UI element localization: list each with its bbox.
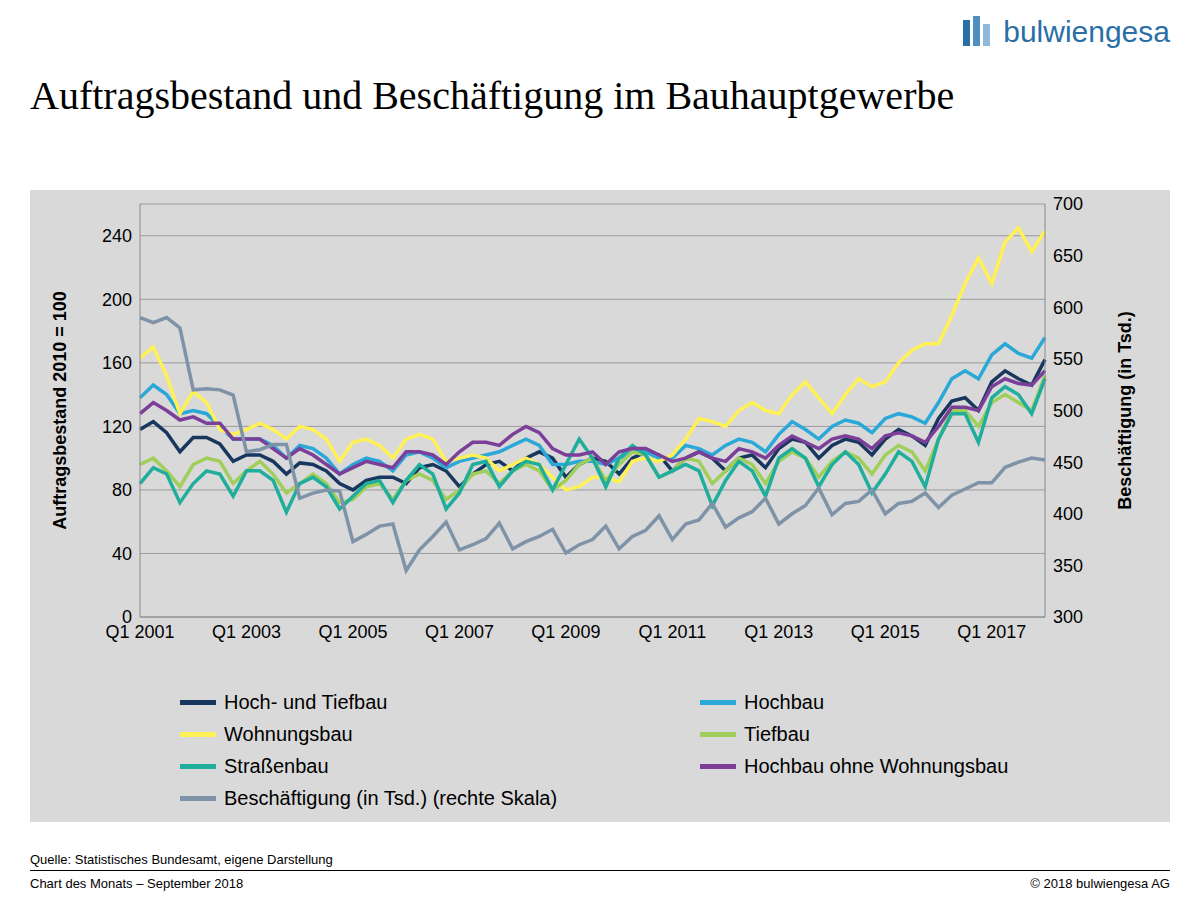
svg-text:240: 240 xyxy=(102,226,132,246)
svg-text:400: 400 xyxy=(1053,504,1083,524)
svg-text:300: 300 xyxy=(1053,607,1083,627)
svg-text:40: 40 xyxy=(112,544,132,564)
html-text:Hochbau: Hochbau xyxy=(744,690,825,713)
svg-text:Q1 2001: Q1 2001 xyxy=(105,622,174,642)
svg-text:Q1 2007: Q1 2007 xyxy=(425,622,494,642)
svg-text:450: 450 xyxy=(1053,453,1083,473)
html-text:Chart des Monats – September 2: Chart des Monats – September 2018 xyxy=(30,876,244,891)
html-text:Wohnungsbau: Wohnungsbau xyxy=(224,722,353,745)
svg-text:160: 160 xyxy=(102,353,132,373)
html-text:Beschäftigung (in Tsd.) (recht: Beschäftigung (in Tsd.) (rechte Skala) xyxy=(224,786,558,809)
svg-text:Auftragsbestand 2010 = 100: Auftragsbestand 2010 = 100 xyxy=(50,291,70,530)
svg-text:Q1 2017: Q1 2017 xyxy=(957,622,1026,642)
svg-text:600: 600 xyxy=(1053,298,1083,318)
svg-text:80: 80 xyxy=(112,480,132,500)
html-text:© 2018 bulwiengesa AG: © 2018 bulwiengesa AG xyxy=(1030,876,1170,891)
html-text:Hochbau ohne Wohnungsbau: Hochbau ohne Wohnungsbau xyxy=(744,754,1009,777)
svg-text:350: 350 xyxy=(1053,556,1083,576)
html-text:Straßenbau: Straßenbau xyxy=(224,754,329,777)
svg-text:Q1 2011: Q1 2011 xyxy=(638,622,706,642)
svg-text:Q1 2003: Q1 2003 xyxy=(212,622,281,642)
html-text:Auftragsbestand und Beschäftig: Auftragsbestand und Beschäftigung im Bau… xyxy=(30,73,955,118)
svg-text:650: 650 xyxy=(1053,246,1083,266)
svg-text:Q1 2009: Q1 2009 xyxy=(531,622,600,642)
html-text:Tiefbau: Tiefbau xyxy=(744,722,810,745)
html-text:Hoch- und Tiefbau: Hoch- und Tiefbau xyxy=(224,690,388,713)
html-text:bulwiengesa: bulwiengesa xyxy=(1003,15,1170,48)
svg-text:500: 500 xyxy=(1053,401,1083,421)
html-text:Quelle: Statistisches Bundesam: Quelle: Statistisches Bundesamt, eigene … xyxy=(30,852,333,867)
svg-text:Q1 2013: Q1 2013 xyxy=(744,622,813,642)
svg-text:120: 120 xyxy=(102,417,132,437)
svg-text:Q1 2005: Q1 2005 xyxy=(318,622,387,642)
svg-text:550: 550 xyxy=(1053,349,1083,369)
svg-text:0: 0 xyxy=(122,607,132,627)
svg-text:700: 700 xyxy=(1053,194,1083,214)
svg-text:Beschäftigung (in Tsd.): Beschäftigung (in Tsd.) xyxy=(1115,311,1135,510)
svg-text:200: 200 xyxy=(102,290,132,310)
svg-text:Q1 2015: Q1 2015 xyxy=(851,622,920,642)
